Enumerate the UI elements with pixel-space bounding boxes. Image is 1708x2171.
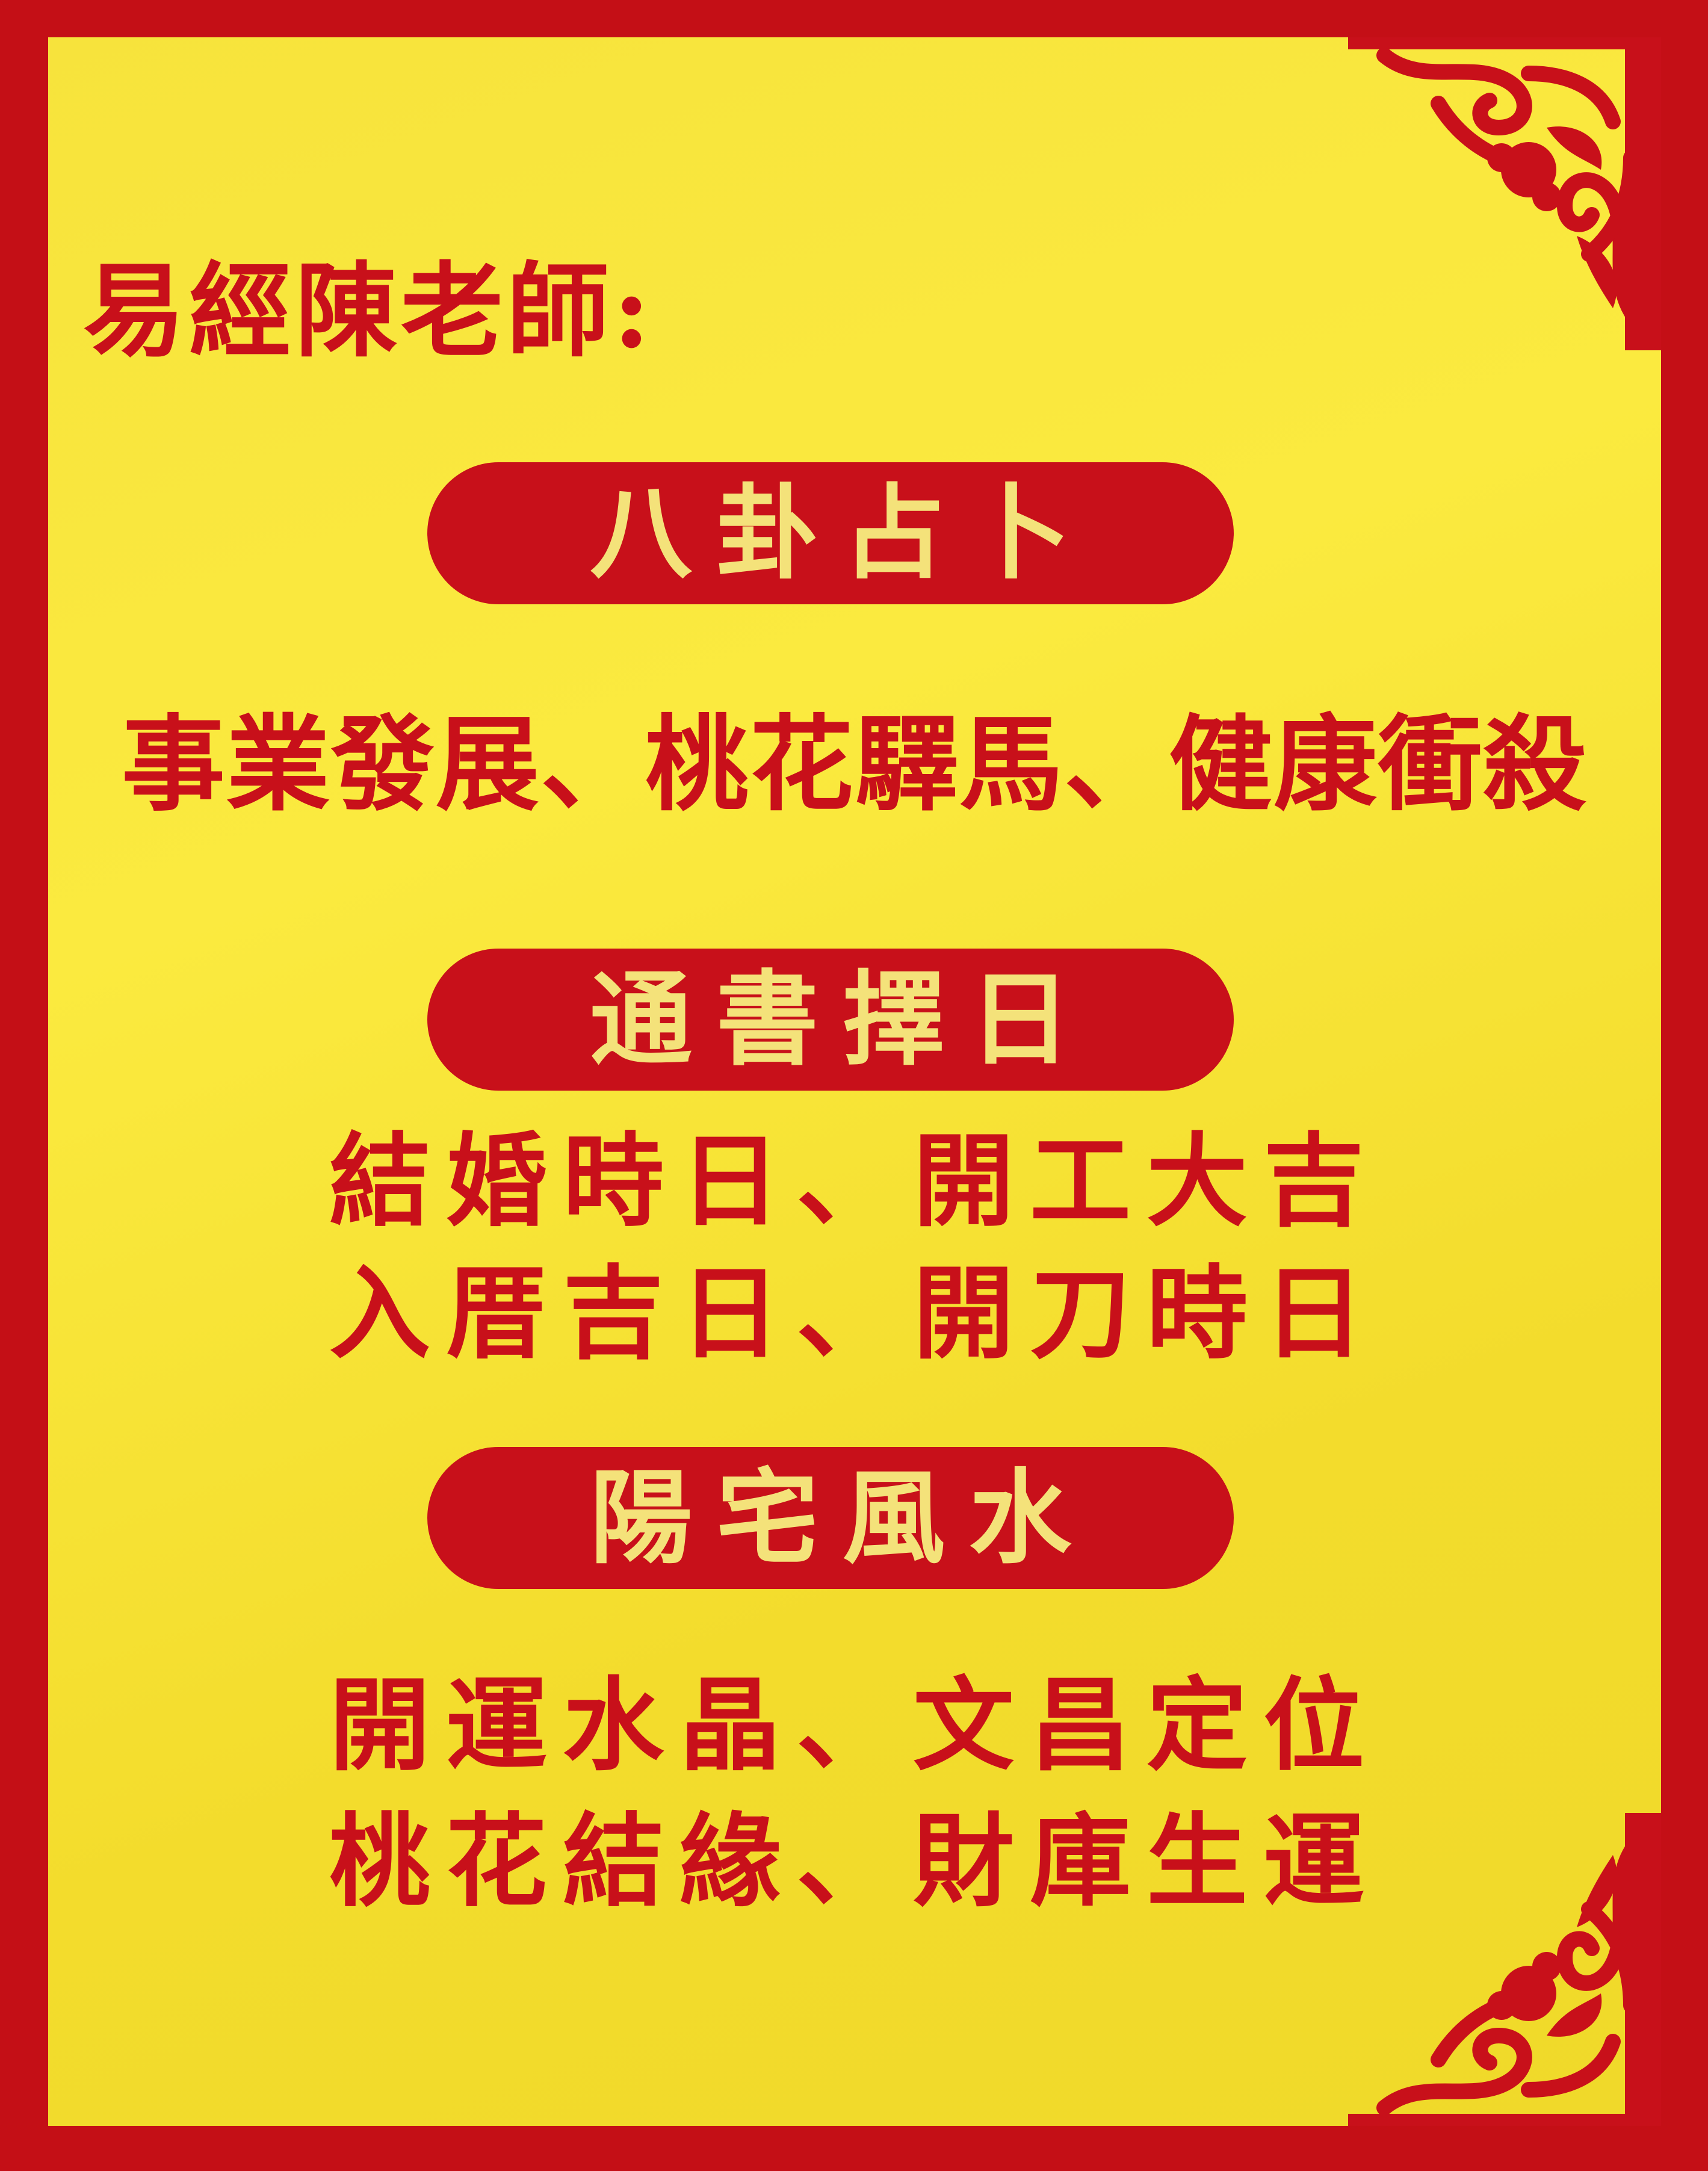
service-line: 開運水晶、文昌定位 [329,1665,1380,1785]
service-line: 桃花結緣、財庫生運 [329,1801,1380,1921]
sign-title: 易經陳老師: [83,251,654,371]
section-heading-feng-shui: 陽宅風水 [427,1447,1234,1589]
section-heading-label: 通書擇日 [589,959,1095,1080]
section-heading-label: 八卦占卜 [589,473,1095,593]
corner-ornament-top-right [1348,37,1661,350]
section-heading-label: 陽宅風水 [589,1458,1095,1578]
section-heading-date-selection: 通書擇日 [427,949,1234,1091]
service-line: 結婚時日、開工大吉 [329,1121,1380,1240]
corner-ornament-bottom-right [1348,1813,1661,2126]
service-line: 事業發展、桃花驛馬、健康衝殺 [122,703,1588,825]
section-heading-bagua-divination: 八卦占卜 [427,462,1234,604]
sign-panel: 易經陳老師: 八卦占卜 事業發展、桃花驛馬、健康衝殺 通書擇日 結婚時日、開工大… [48,37,1661,2126]
service-line: 入厝吉日、開刀時日 [329,1254,1380,1373]
